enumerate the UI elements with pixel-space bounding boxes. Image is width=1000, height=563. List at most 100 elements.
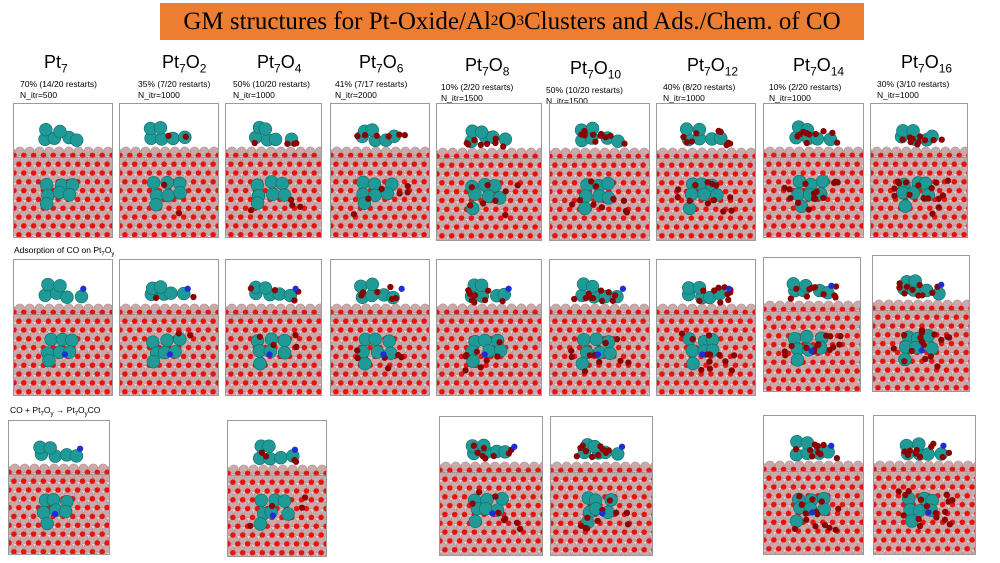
- structure-panel-row3-col7: [763, 415, 864, 555]
- column-formula: Pt7O16: [901, 52, 995, 79]
- restart-rate: 10% (2/20 restarts): [769, 81, 842, 92]
- row2-label-o: O: [104, 245, 112, 255]
- formula-sub-o: 2: [199, 61, 207, 76]
- formula-o: O: [593, 58, 608, 78]
- title-sub2: 3: [516, 13, 524, 29]
- formula-sub-o: 4: [294, 61, 302, 76]
- structure-panel-row1-col3: [330, 103, 430, 238]
- formula-sub-pt: 7: [810, 64, 817, 79]
- column-header-5: Pt7O10 50% (10/20 restarts) N_itr=1500: [546, 58, 664, 107]
- formula-o: O: [488, 55, 503, 75]
- formula-base: Pt: [44, 52, 62, 72]
- iteration-count: N_itr=1500: [546, 95, 588, 106]
- row3-label-sub-7b: 7: [74, 411, 79, 418]
- structure-image: [764, 277, 860, 391]
- structure-panel-row2-col6: [656, 259, 756, 396]
- structure-image: [226, 120, 321, 237]
- structure-image: [873, 274, 969, 391]
- structure-panel-row1-col2: [225, 103, 322, 238]
- row3-label-sub-y2: y: [84, 411, 88, 418]
- restart-rate: 50% (10/20 restarts): [233, 78, 311, 89]
- structure-image: [550, 277, 649, 395]
- column-header-0: Pt7 70% (14/20 restarts) N_itr=500: [20, 52, 138, 101]
- structure-image: [228, 439, 326, 556]
- title-banner: GM structures for Pt-Oxide/Al 2 O 3 Clusters…: [160, 3, 864, 40]
- formula-sub-pt: 7: [274, 61, 281, 76]
- iteration-count: N_itr=1500: [441, 92, 483, 103]
- structure-image: [871, 124, 967, 237]
- restart-rate: 50% (10/20 restarts): [546, 84, 624, 95]
- structure-panel-row1-col7: [763, 103, 864, 238]
- structure-panel-row3-col4: [439, 416, 543, 556]
- iteration-count: N_itr=1000: [138, 89, 180, 100]
- formula-sub-o: 12: [724, 64, 739, 79]
- column-formula: Pt7O2: [162, 52, 256, 79]
- formula-base: Pt: [359, 52, 377, 72]
- structure-panel-row2-col2: [225, 259, 322, 396]
- title-sub1: 2: [490, 13, 499, 29]
- structure-panel-row2-col5: [549, 259, 650, 396]
- row3-label-sub-y: y: [50, 411, 54, 418]
- formula-sub-o: 8: [502, 64, 510, 79]
- formula-base: Pt: [465, 55, 483, 75]
- iteration-count: N_itr=1000: [769, 92, 811, 103]
- row3-label: CO + Pt7Oy → Pt7OyCO: [10, 405, 100, 418]
- column-formula: Pt7O10: [570, 58, 664, 85]
- title-mid: O: [498, 7, 517, 35]
- structure-image: [9, 440, 109, 554]
- row2-label: Adsorption of CO on Pt7Oy: [14, 245, 114, 258]
- structure-image: [657, 122, 755, 240]
- title-prefix: GM structures for Pt-Oxide/Al: [183, 7, 491, 35]
- column-header-7: Pt7O14 10% (2/20 restarts) N_itr=1000: [769, 55, 887, 104]
- formula-sub-pt: 7: [61, 61, 68, 76]
- column-formula: Pt7O8: [465, 55, 559, 82]
- formula-sub-pt: 7: [179, 61, 186, 76]
- formula-sub-o: 14: [830, 64, 845, 79]
- formula-sub-o: 16: [938, 61, 953, 76]
- restart-rate: 35% (7/20 restarts): [138, 78, 211, 89]
- structure-panel-row1-col0: [13, 103, 113, 238]
- column-header-8: Pt7O16 30% (3/10 restarts) N_itr=1000: [877, 52, 995, 101]
- structure-image: [437, 278, 541, 395]
- restart-rate: 40% (8/20 restarts): [663, 81, 736, 92]
- structure-panel-row2-col8: [872, 255, 970, 392]
- formula-o: O: [816, 55, 831, 75]
- formula-sub-o: 10: [607, 67, 622, 82]
- structure-panel-row3-col5: [550, 416, 653, 556]
- formula-base: Pt: [687, 55, 705, 75]
- structure-panel-row1-col4: [436, 103, 542, 241]
- formula-o: O: [382, 52, 397, 72]
- formula-o: O: [710, 55, 725, 75]
- structure-image: [764, 435, 863, 554]
- formula-sub-pt: 7: [918, 61, 925, 76]
- structure-panel-row2-col4: [436, 259, 542, 396]
- structure-panel-row1-col5: [549, 103, 650, 241]
- iteration-count: N_itr=1000: [663, 92, 705, 103]
- formula-sub-pt: 7: [704, 64, 711, 79]
- formula-base: Pt: [901, 52, 919, 72]
- restart-rate: 30% (3/10 restarts): [877, 78, 950, 89]
- restart-rate: 41% (7/17 restarts): [335, 78, 408, 89]
- structure-panel-row3-col8: [873, 415, 976, 555]
- row3-label-sub-7: 7: [40, 411, 44, 418]
- structure-image: [14, 122, 112, 237]
- column-formula: Pt7: [44, 52, 138, 79]
- structure-image: [440, 438, 542, 555]
- structure-image: [764, 120, 863, 237]
- structure-panel-row2-col7: [763, 257, 861, 392]
- row3-label-arrow: → Pt: [53, 405, 75, 415]
- formula-o: O: [924, 52, 939, 72]
- structure-panel-row1-col6: [656, 103, 756, 241]
- row2-label-sub-y: y: [111, 251, 115, 258]
- title-suffix: Clusters and Ads./Chem. of CO: [523, 7, 841, 35]
- iteration-count: N_itr=2000: [335, 89, 377, 100]
- column-header-6: Pt7O12 40% (8/20 restarts) N_itr=1000: [663, 55, 781, 104]
- structure-image: [874, 437, 975, 554]
- structure-panel-row2-col3: [330, 259, 430, 396]
- formula-base: Pt: [570, 58, 588, 78]
- formula-sub-pt: 7: [376, 61, 383, 76]
- column-formula: Pt7O14: [793, 55, 887, 82]
- formula-base: Pt: [162, 52, 180, 72]
- row2-label-sub-7: 7: [101, 251, 105, 258]
- structure-image: [226, 280, 321, 395]
